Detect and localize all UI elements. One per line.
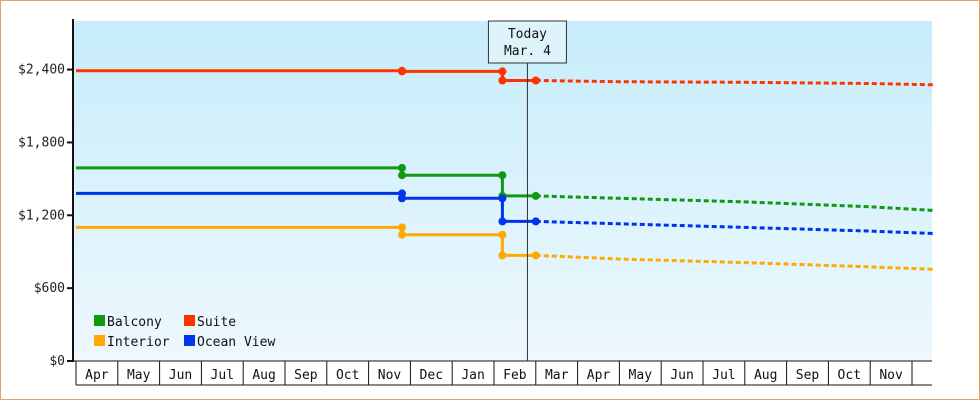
x-tick-label: Jan [461,368,484,383]
data-point [398,163,406,172]
series-line-ocean-view [76,191,536,223]
x-tick-label: Jul [211,368,234,383]
series-line-interior [76,225,536,257]
y-tick-label: $2,400 [18,63,65,78]
data-point [398,171,406,180]
data-point [531,251,540,260]
x-tick-label: May [127,368,151,383]
series-forecast-balcony [535,194,933,212]
today-date: Mar. 4 [504,44,551,59]
x-tick-label: Dec [420,368,443,383]
x-tick-label: Nov [879,368,903,383]
legend-label-interior: Interior [107,335,170,350]
x-tick-label: May [629,368,653,383]
data-point [398,67,406,76]
series-line-balcony [76,166,536,198]
today-box [487,20,567,64]
legend-label-ocean-view: Ocean View [197,335,275,350]
x-tick-label: Jun [670,368,693,383]
data-point [531,191,540,200]
legend-swatch-balcony [94,315,105,326]
data-point [398,230,406,239]
series-suite [76,66,933,87]
series-ocean-view [76,189,933,235]
x-tick-label: Sep [294,368,318,383]
x-tick-label: Mar [545,368,569,383]
x-tick-label: Oct [838,368,861,383]
x-tick-label: Aug [754,368,777,383]
data-point [498,67,507,76]
x-tick-label: Nov [378,368,402,383]
y-tick-label: $1,800 [18,135,65,150]
legend-label-balcony: Balcony [107,315,162,330]
x-tick-label: Oct [336,368,359,383]
series-forecast-suite [535,79,933,87]
today-label: Today [508,27,547,42]
data-point [531,76,540,85]
data-point [498,194,507,203]
data-point [498,76,507,85]
series-forecast-interior [535,253,933,271]
x-tick-label: Jun [169,368,192,383]
y-tick-label: $600 [34,281,65,296]
data-point [498,230,507,239]
data-point [398,223,406,232]
series-line-suite [76,69,536,82]
axis-layer: $0 $600 $1,200 $1,800 $2,400 Apr May Jun Jul Aug S… [18,19,932,386]
today-marker: Today Mar. 4 [487,20,567,361]
y-tick-label: $1,200 [18,208,65,223]
data-point [531,217,540,226]
series-layer [76,66,933,271]
x-tick-label: Aug [252,368,275,383]
legend-swatch-suite [184,315,195,326]
legend: Balcony Suite Interior Ocean View [94,315,275,350]
data-point [498,251,507,260]
data-point [498,171,507,180]
legend-swatch-interior [94,335,105,346]
x-tick-label: Sep [796,368,820,383]
y-tick-label: $0 [49,354,65,369]
series-forecast-ocean-view [535,219,933,235]
data-point [498,217,507,226]
series-balcony [76,163,933,212]
x-tick-label: Apr [85,368,109,383]
legend-swatch-ocean-view [184,335,195,346]
data-point [398,194,406,203]
series-interior [76,223,933,271]
x-tick-label: Jul [712,368,735,383]
x-tick-label: Feb [503,368,527,383]
x-tick-label: Apr [587,368,611,383]
legend-label-suite: Suite [197,315,236,330]
